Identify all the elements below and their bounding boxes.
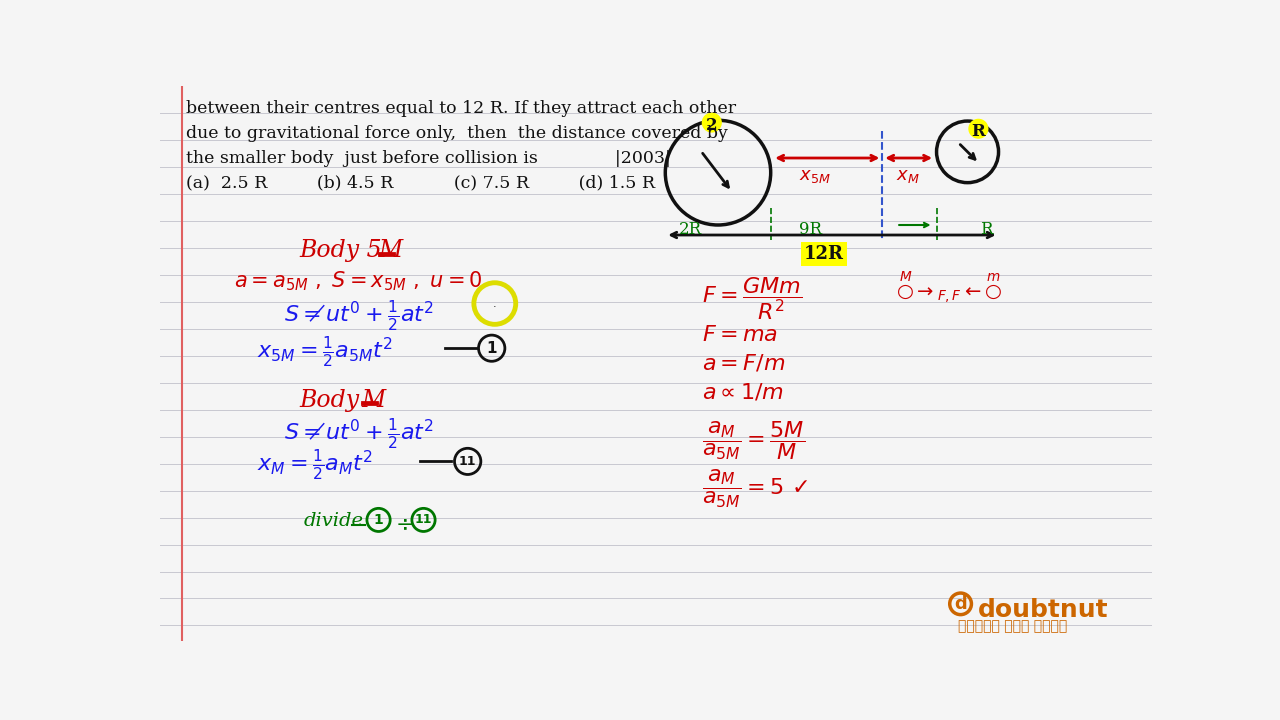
Text: Body: Body (300, 389, 367, 412)
Text: M: M (361, 389, 385, 412)
Text: $F = ma$: $F = ma$ (703, 323, 778, 346)
Text: 9R: 9R (800, 221, 823, 238)
Circle shape (969, 119, 988, 139)
Text: $x_M$: $x_M$ (896, 167, 920, 185)
Text: doubtnut: doubtnut (978, 598, 1108, 623)
Text: R: R (980, 221, 992, 238)
Circle shape (701, 112, 722, 132)
Text: $x_M = \frac{1}{2}a_M t^2$: $x_M = \frac{1}{2}a_M t^2$ (257, 446, 372, 482)
Text: M: M (379, 239, 403, 262)
Text: $\dfrac{a_M}{a_{5M}} = 5\ \checkmark$: $\dfrac{a_M}{a_{5M}} = 5\ \checkmark$ (703, 467, 809, 510)
Text: d: d (954, 595, 966, 613)
Text: (a)  2.5 R         (b) 4.5 R           (c) 7.5 R         (d) 1.5 R: (a) 2.5 R (b) 4.5 R (c) 7.5 R (d) 1.5 R (186, 174, 654, 192)
Text: $\overset{M}{\bigcirc}{\rightarrow}_{F,F}{\leftarrow}\overset{m}{\bigcirc}$: $\overset{M}{\bigcirc}{\rightarrow}_{F,F… (896, 270, 1002, 307)
Text: 2R: 2R (678, 221, 701, 238)
Text: .: . (493, 299, 497, 309)
Text: 2: 2 (707, 117, 718, 134)
Text: 11: 11 (460, 455, 476, 468)
Text: $S = \mathit{\not{u}t^0} + \frac{1}{2}at^2$: $S = \mathit{\not{u}t^0} + \frac{1}{2}at… (284, 298, 434, 333)
Text: $F = \dfrac{GMm}{R^2}$: $F = \dfrac{GMm}{R^2}$ (703, 275, 803, 322)
Text: the smaller body  just before collision is              |2003|: the smaller body just before collision i… (186, 150, 671, 166)
Text: 12R: 12R (804, 245, 845, 263)
Text: $\dfrac{a_M}{a_{5M}} = \dfrac{5M}{M}$: $\dfrac{a_M}{a_{5M}} = \dfrac{5M}{M}$ (703, 419, 805, 462)
Text: $x_{5M} = \frac{1}{2}a_{5M}t^2$: $x_{5M} = \frac{1}{2}a_{5M}t^2$ (257, 334, 393, 369)
Text: Body 5: Body 5 (300, 239, 383, 262)
Text: $a \propto 1/m$: $a \propto 1/m$ (703, 382, 785, 403)
Text: R: R (972, 123, 986, 140)
Text: $a = F/m$: $a = F/m$ (703, 353, 786, 375)
Text: $S = \mathit{\not{u}t^0} + \frac{1}{2}at^2$: $S = \mathit{\not{u}t^0} + \frac{1}{2}at… (284, 416, 434, 451)
Text: due to gravitational force only,  then  the distance covered by: due to gravitational force only, then th… (186, 125, 727, 142)
Text: between their centres equal to 12 R. If they attract each other: between their centres equal to 12 R. If … (186, 100, 736, 117)
Text: divide: divide (303, 512, 364, 530)
Text: $x_{5M}$: $x_{5M}$ (799, 167, 831, 185)
Text: पढ़ना हुआ आसान: पढ़ना हुआ आसान (959, 619, 1068, 634)
Text: $\div$: $\div$ (394, 514, 413, 534)
Text: $a = a_{5M}\ ,\ S = x_{5M}\ ,\ u = 0$: $a = a_{5M}\ ,\ S = x_{5M}\ ,\ u = 0$ (234, 270, 483, 293)
Text: 1: 1 (374, 513, 384, 527)
Text: 11: 11 (415, 513, 433, 526)
Text: 1: 1 (486, 341, 497, 356)
